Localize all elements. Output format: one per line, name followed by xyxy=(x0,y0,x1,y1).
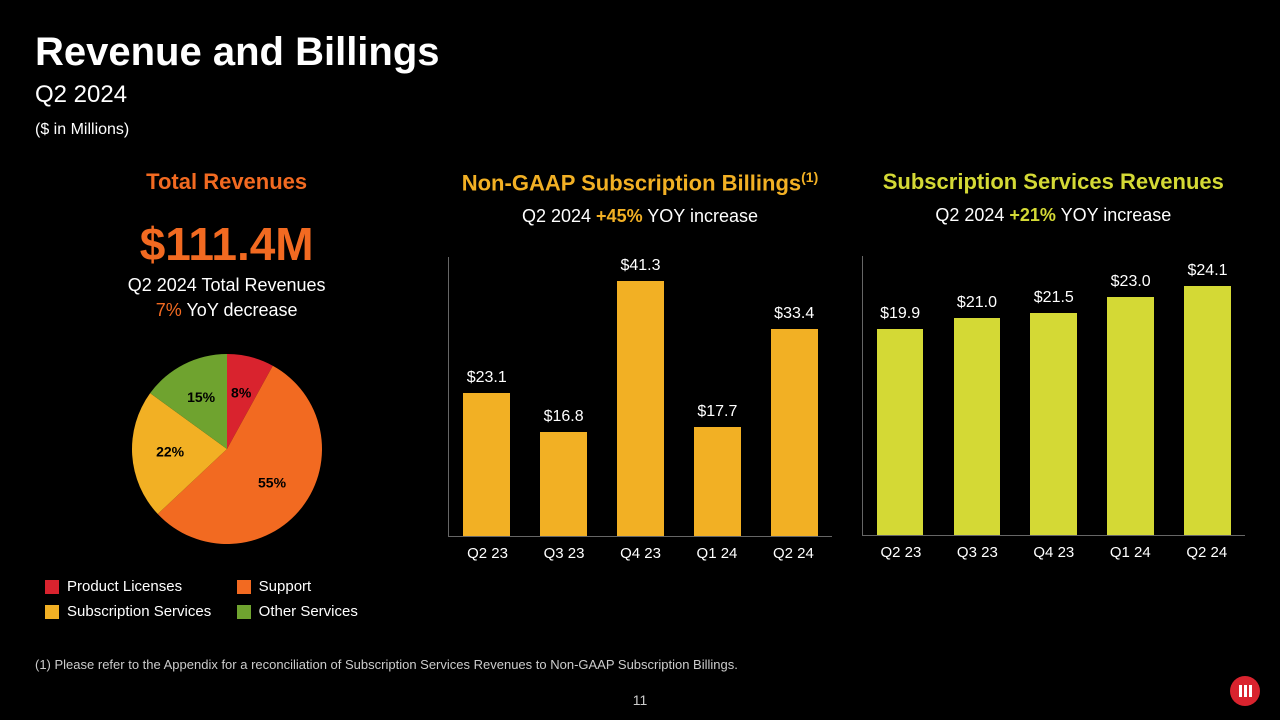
bar-labels-subscription: Q2 23Q3 23Q4 23Q1 24Q2 24 xyxy=(862,544,1245,561)
legend-label: Other Services xyxy=(259,603,358,620)
bar-column: $24.1 xyxy=(1174,256,1241,535)
bar-rect xyxy=(1107,297,1154,535)
legend-label: Subscription Services xyxy=(67,603,211,620)
panel1-sub2-rest: YoY decrease xyxy=(182,300,298,320)
pie-slice-label: 15% xyxy=(187,389,216,405)
legend-swatch xyxy=(45,580,59,594)
bar-value-label: $21.5 xyxy=(1034,289,1074,307)
page-number: 11 xyxy=(633,692,648,708)
pie-slice-label: 8% xyxy=(231,384,252,400)
bar-rect xyxy=(771,329,818,536)
panel3-title: Subscription Services Revenues xyxy=(883,169,1224,195)
legend-swatch xyxy=(45,605,59,619)
bar-column: $21.5 xyxy=(1020,256,1087,535)
bar-category-label: Q2 23 xyxy=(449,545,525,562)
bar-labels-billings: Q2 23Q3 23Q4 23Q1 24Q2 24 xyxy=(448,545,831,562)
panel1-big-value: $111.4M xyxy=(140,217,314,271)
bar-value-label: $33.4 xyxy=(774,305,814,323)
panel2-title-main: Non-GAAP Subscription Billings xyxy=(462,170,801,195)
panel2-sub-prefix: Q2 2024 xyxy=(522,206,596,226)
panel-subscription-revenues: Subscription Services Revenues Q2 2024 +… xyxy=(862,169,1245,620)
pie-legend: Product Licenses Support Subscription Serv… xyxy=(35,578,418,620)
bar-value-label: $19.9 xyxy=(880,305,920,323)
bar-rect xyxy=(1184,286,1231,535)
legend-label: Support xyxy=(259,578,312,595)
bar-value-label: $23.0 xyxy=(1111,273,1151,291)
bar-category-label: Q2 24 xyxy=(755,545,831,562)
bar-column: $17.7 xyxy=(684,257,751,536)
pie-chart: 8% 55% 22% 15% xyxy=(127,349,327,554)
bar-category-label: Q2 23 xyxy=(863,544,939,561)
content-row: Total Revenues $111.4M Q2 2024 Total Rev… xyxy=(0,149,1280,620)
panel3-sub: Q2 2024 +21% YOY increase xyxy=(935,205,1171,226)
slide-header: Revenue and Billings Q2 2024 ($ in Milli… xyxy=(0,0,1280,149)
panel3-sub-suffix: YOY increase xyxy=(1056,205,1171,225)
bar-value-label: $23.1 xyxy=(467,369,507,387)
slide-subtitle: Q2 2024 xyxy=(35,81,1245,109)
units-label: ($ in Millions) xyxy=(35,121,1245,139)
bar-category-label: Q1 24 xyxy=(1092,544,1168,561)
bar-category-label: Q1 24 xyxy=(679,545,755,562)
panel2-title: Non-GAAP Subscription Billings(1) xyxy=(462,169,819,196)
legend-swatch xyxy=(237,580,251,594)
bar-value-label: $41.3 xyxy=(620,257,660,275)
bar-column: $41.3 xyxy=(607,257,674,536)
panel-total-revenues: Total Revenues $111.4M Q2 2024 Total Rev… xyxy=(35,169,418,620)
bar-category-label: Q3 23 xyxy=(526,545,602,562)
bar-chart-billings: $23.1 $16.8 $41.3 $17.7 $33.4 xyxy=(448,257,831,537)
panel3-sub-accent: +21% xyxy=(1009,205,1056,225)
legend-item: Product Licenses xyxy=(45,578,217,595)
panel-nongaap-billings: Non-GAAP Subscription Billings(1) Q2 202… xyxy=(448,169,831,620)
panel1-sub2: 7% YoY decrease xyxy=(156,300,298,321)
bar-category-label: Q3 23 xyxy=(939,544,1015,561)
bar-rect xyxy=(617,281,664,536)
bar-value-label: $17.7 xyxy=(697,403,737,421)
bar-category-label: Q4 23 xyxy=(1016,544,1092,561)
slide-title: Revenue and Billings xyxy=(35,30,1245,75)
pie-slice-label: 55% xyxy=(258,475,287,491)
panel2-sub-accent: +45% xyxy=(596,206,643,226)
legend-item: Support xyxy=(237,578,409,595)
bar-value-label: $21.0 xyxy=(957,294,997,312)
panel2-sub: Q2 2024 +45% YOY increase xyxy=(522,206,758,227)
legend-item: Other Services xyxy=(237,603,409,620)
bar-chart-subscription: $19.9 $21.0 $21.5 $23.0 $24.1 xyxy=(862,256,1245,536)
brand-logo-icon xyxy=(1230,676,1260,706)
bar-value-label: $16.8 xyxy=(544,408,584,426)
bar-column: $21.0 xyxy=(944,256,1011,535)
bar-category-label: Q4 23 xyxy=(602,545,678,562)
panel1-sub2-accent: 7% xyxy=(156,300,182,320)
panel1-sub1: Q2 2024 Total Revenues xyxy=(128,275,326,296)
bar-value-label: $24.1 xyxy=(1188,262,1228,280)
bar-column: $23.0 xyxy=(1097,256,1164,535)
bar-rect xyxy=(877,329,924,535)
legend-label: Product Licenses xyxy=(67,578,182,595)
bar-column: $16.8 xyxy=(530,257,597,536)
bar-rect xyxy=(694,427,741,537)
legend-swatch xyxy=(237,605,251,619)
bar-rect xyxy=(463,393,510,536)
bar-rect xyxy=(540,432,587,536)
bar-column: $19.9 xyxy=(867,256,934,535)
panel2-title-sup: (1) xyxy=(801,169,818,185)
bar-rect xyxy=(954,318,1001,535)
bar-category-label: Q2 24 xyxy=(1169,544,1245,561)
panel3-sub-prefix: Q2 2024 xyxy=(935,205,1009,225)
legend-item: Subscription Services xyxy=(45,603,217,620)
bar-rect xyxy=(1030,313,1077,535)
pie-slice-label: 22% xyxy=(156,443,185,459)
bar-column: $33.4 xyxy=(761,257,828,536)
footnote: (1) Please refer to the Appendix for a r… xyxy=(35,657,738,672)
bar-column: $23.1 xyxy=(453,257,520,536)
panel2-sub-suffix: YOY increase xyxy=(643,206,758,226)
panel1-title: Total Revenues xyxy=(146,169,307,195)
